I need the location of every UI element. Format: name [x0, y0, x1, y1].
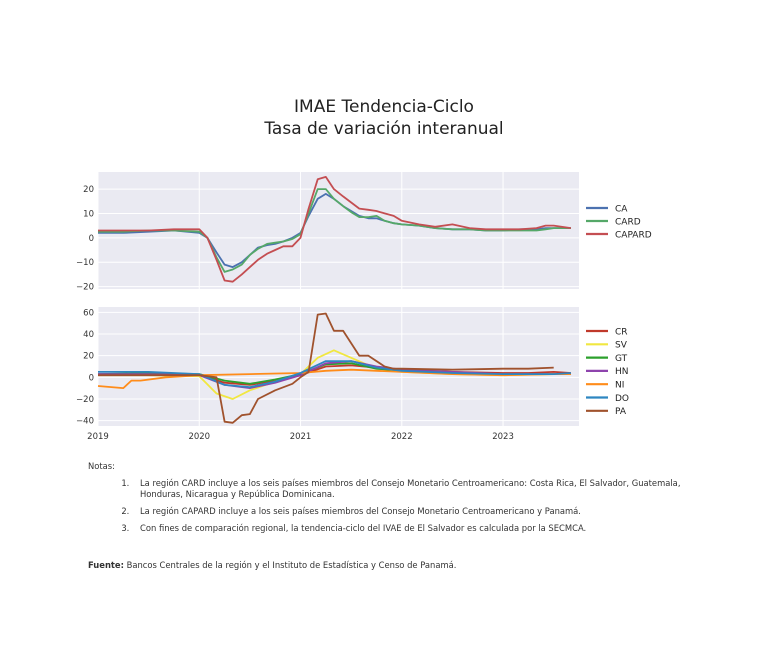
- notes-header: Notas:: [88, 461, 115, 471]
- y-tick-label: 0: [89, 234, 94, 244]
- y-tick-label: 40: [83, 330, 94, 340]
- chart-title: IMAE Tendencia-Ciclo Tasa de variación i…: [0, 96, 768, 140]
- y-tick-label: 20: [83, 185, 94, 195]
- x-tick-label: 2019: [87, 432, 109, 442]
- x-tick-label: 2020: [188, 432, 210, 442]
- source-note: Fuente: Bancos Centrales de la región y …: [88, 560, 456, 570]
- chart-panel-2: −40 −20 0 20 40 60 2019 2020 2021 2022 2023 CR SV GT H…: [76, 307, 629, 442]
- x-tick-label: 2022: [391, 432, 413, 442]
- legend-label-cr: CR: [615, 327, 628, 337]
- legend-label-gt: GT: [615, 354, 628, 364]
- series-line-do: [98, 360, 571, 389]
- notes-list: La región CARD incluye a los seis países…: [88, 478, 688, 534]
- y-tick-label: −20: [76, 283, 94, 293]
- note-item: Con fines de comparación regional, la te…: [132, 523, 688, 534]
- note-item: La región CAPARD incluye a los seis país…: [132, 506, 688, 517]
- chart-panel-1: −20 −10 0 10 20 CA CARD CAPARD: [76, 172, 652, 293]
- series-line-card: [98, 188, 571, 273]
- y-tick-label: 60: [83, 308, 94, 318]
- y-tick-label: −40: [76, 417, 94, 427]
- y-tick-label: −20: [76, 395, 94, 405]
- y-tick-label: 20: [83, 352, 94, 362]
- x-tick-label: 2023: [492, 432, 514, 442]
- x-tick-label: 2021: [290, 432, 312, 442]
- legend-label-ni: NI: [615, 381, 624, 391]
- chart-title-line2: Tasa de variación interanual: [264, 119, 504, 139]
- note-item: La región CARD incluye a los seis países…: [132, 478, 688, 500]
- y-tick-label: 0: [89, 373, 94, 383]
- y-tick-label: −10: [76, 258, 94, 268]
- legend-label-card: CARD: [615, 217, 641, 227]
- source-label: Fuente:: [88, 560, 124, 570]
- chart-title-line1: IMAE Tendencia-Ciclo: [294, 97, 474, 117]
- y-tick-label: 10: [83, 209, 94, 219]
- series-line-pa: [98, 312, 554, 424]
- legend-label-capard: CAPARD: [615, 230, 652, 240]
- legend-label-do: DO: [615, 394, 629, 404]
- legend-label-ca: CA: [615, 204, 628, 214]
- notes-section: Notas: La región CARD incluye a los seis…: [88, 461, 688, 540]
- legend-label-hn: HN: [615, 367, 629, 377]
- legend-label-sv: SV: [615, 341, 628, 351]
- source-text: Bancos Centrales de la región y el Insti…: [123, 560, 457, 570]
- series-line-capard: [98, 175, 572, 283]
- legend-label-pa: PA: [615, 407, 627, 417]
